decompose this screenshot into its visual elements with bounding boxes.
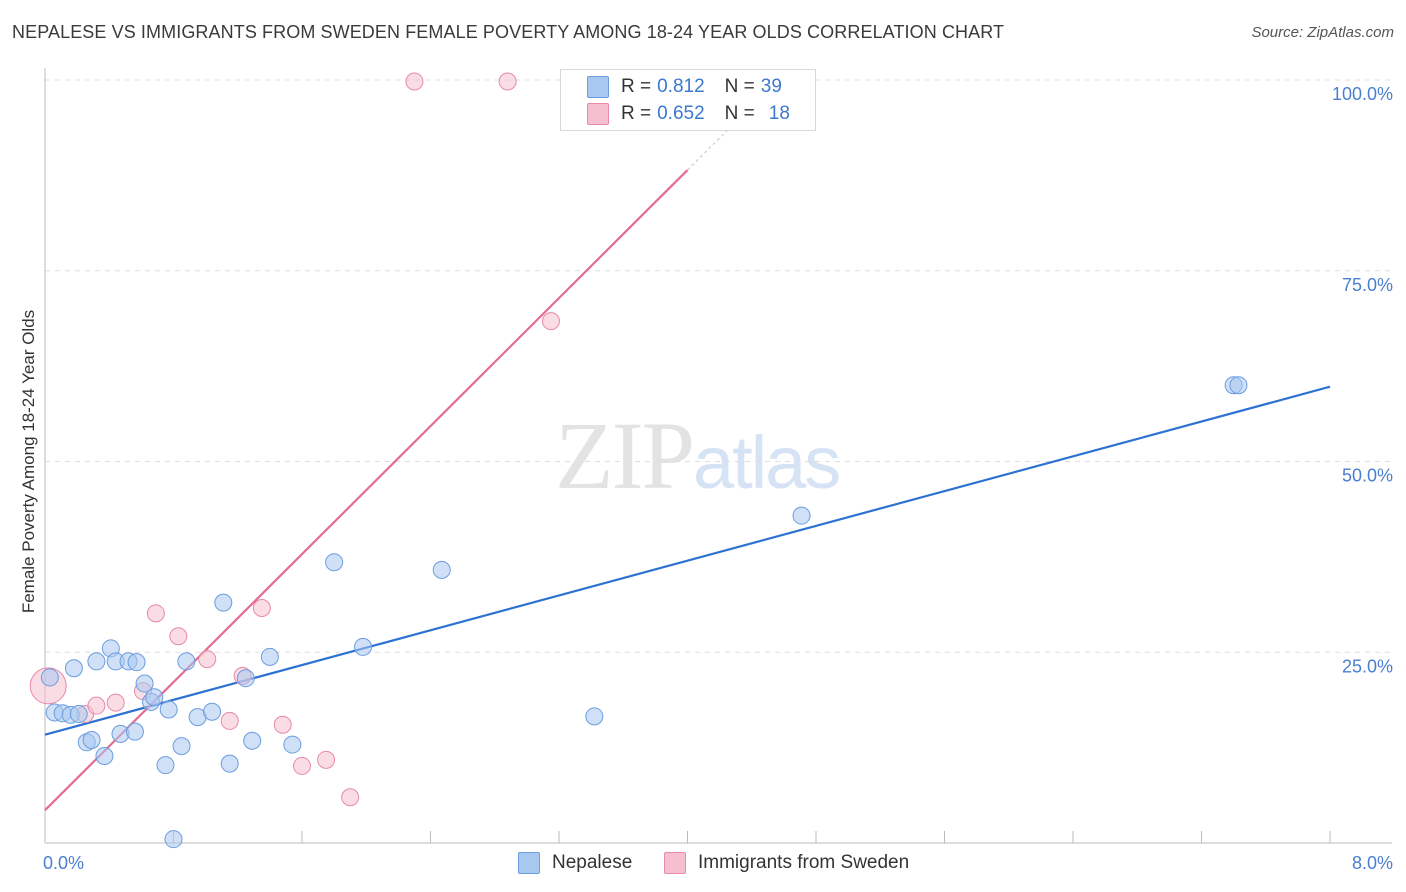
sweden-point bbox=[341, 788, 360, 807]
sweden-point bbox=[293, 756, 311, 775]
nepalese-point bbox=[135, 674, 154, 693]
nepalese-point bbox=[203, 702, 222, 721]
nepalese-swatch bbox=[587, 76, 609, 98]
stats-legend: R = 0.812 N = 39 R = 0.652 N = 18 bbox=[560, 69, 816, 131]
x-tick-label-start: 0.0% bbox=[43, 853, 84, 873]
nepalese-n-label: N = bbox=[724, 76, 755, 97]
y-axis-title: Female Poverty Among 18-24 Year Olds bbox=[19, 310, 38, 613]
sweden-point bbox=[405, 72, 424, 91]
nepalese-point bbox=[69, 705, 88, 724]
sweden-r-value: 0.652 bbox=[657, 103, 705, 124]
nepalese-point bbox=[64, 659, 83, 678]
trendlines bbox=[44, 73, 1331, 811]
watermark: ZIPatlas bbox=[555, 400, 841, 511]
nepalese-point bbox=[585, 707, 604, 726]
nepalese-point bbox=[236, 669, 255, 688]
nepalese-point bbox=[354, 637, 373, 656]
nepalese-point bbox=[172, 737, 191, 756]
watermark-zip: ZIP bbox=[555, 402, 695, 509]
nepalese-point bbox=[82, 730, 101, 749]
legend-row-nepalese: R = 0.812 N = 39 bbox=[587, 75, 782, 99]
nepalese-r-label: R = bbox=[621, 76, 652, 97]
gridlines bbox=[45, 79, 1392, 653]
sweden-point bbox=[198, 650, 217, 669]
nepalese-point bbox=[792, 506, 811, 525]
source-label: Source: ZipAtlas.com bbox=[1251, 24, 1394, 41]
nepalese-point bbox=[87, 652, 106, 671]
y-tick-label: 25.0% bbox=[1342, 656, 1393, 676]
sweden-point bbox=[87, 696, 106, 715]
chart-title: NEPALESE VS IMMIGRANTS FROM SWEDEN FEMAL… bbox=[12, 22, 1005, 42]
nepalese-n-value: 39 bbox=[760, 76, 782, 97]
nepalese-r-value: 0.812 bbox=[657, 76, 705, 97]
axes bbox=[44, 68, 1392, 844]
nepalese-point bbox=[283, 735, 302, 754]
sweden-point bbox=[273, 715, 292, 734]
sweden-swatch bbox=[587, 103, 609, 125]
nepalese-point bbox=[214, 593, 233, 612]
nepalese-point bbox=[1229, 376, 1248, 395]
sweden-n-label: N = bbox=[724, 103, 755, 124]
nepalese-point bbox=[159, 700, 178, 719]
nepalese-trendline bbox=[44, 385, 1331, 736]
sweden-point bbox=[106, 693, 125, 712]
nepalese-point bbox=[125, 722, 144, 741]
sweden-point bbox=[498, 72, 517, 91]
sweden-point bbox=[541, 312, 560, 331]
nepalese-point bbox=[164, 830, 183, 849]
y-tick-label: 100.0% bbox=[1332, 84, 1393, 104]
nepalese-legend-label: Nepalese bbox=[552, 852, 633, 873]
sweden-point bbox=[220, 711, 239, 730]
axis-labels: 25.0% 50.0% 75.0% 100.0% 0.0% 8.0% Female Pove… bbox=[19, 84, 1393, 873]
sweden-n-value: 18 bbox=[768, 103, 790, 124]
sweden-r-label: R = bbox=[621, 103, 652, 124]
legend-item-nepalese: Nepalese bbox=[518, 852, 632, 874]
nepalese-point bbox=[95, 747, 114, 766]
nepalese-point bbox=[260, 647, 279, 666]
nepalese-point bbox=[432, 560, 451, 579]
sweden-point bbox=[169, 627, 188, 646]
watermark-atlas: atlas bbox=[693, 421, 841, 504]
sweden-legend-label: Immigrants from Sweden bbox=[698, 852, 910, 873]
nepalese-point bbox=[145, 688, 164, 707]
legend-item-sweden: Immigrants from Sweden bbox=[664, 852, 909, 874]
nepalese-point bbox=[243, 731, 262, 750]
sweden-point bbox=[252, 598, 271, 617]
nepalese-point bbox=[127, 653, 146, 672]
sweden-point bbox=[317, 750, 336, 769]
y-tick-label: 75.0% bbox=[1342, 275, 1393, 295]
sweden-legend-swatch bbox=[664, 852, 686, 874]
sweden-point bbox=[146, 604, 165, 623]
legend-row-sweden: R = 0.652 N = 18 bbox=[587, 102, 790, 126]
nepalese-point bbox=[220, 754, 239, 773]
data-points bbox=[29, 72, 1248, 849]
nepalese-point bbox=[156, 756, 175, 775]
x-tick-label-end: 8.0% bbox=[1352, 853, 1393, 873]
nepalese-point bbox=[325, 553, 344, 572]
nepalese-legend-swatch bbox=[518, 852, 540, 874]
nepalese-point bbox=[177, 652, 196, 671]
nepalese-point bbox=[40, 668, 59, 687]
y-tick-label: 50.0% bbox=[1342, 466, 1393, 486]
